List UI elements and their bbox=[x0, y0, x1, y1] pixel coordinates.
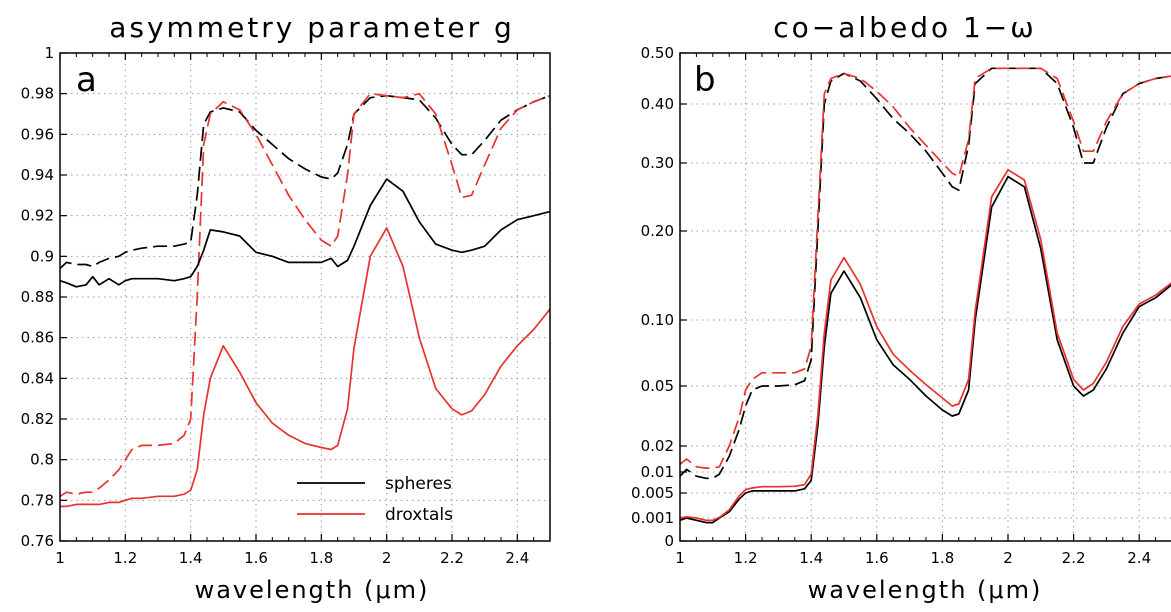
x-tick-label: 1.8 bbox=[309, 549, 333, 567]
panel-b-xlabel: wavelength (μm) bbox=[808, 576, 1043, 604]
x-tick-label: 1 bbox=[675, 549, 685, 567]
x-tick-label: 1.8 bbox=[930, 549, 954, 567]
panel-a-asymmetry: asymmetry parameter g 1 1.2 1.4 1.6 1.8 2 2.2 2… bbox=[21, 11, 550, 604]
panel-a-series bbox=[60, 94, 550, 507]
x-tick-label: 2 bbox=[1003, 549, 1013, 567]
y-tick-label: 0.78 bbox=[21, 491, 54, 509]
y-tick-label: 0.9 bbox=[30, 247, 54, 265]
x-tick-label: 2.2 bbox=[440, 549, 464, 567]
y-tick-label: 0.92 bbox=[21, 207, 54, 225]
panel-b-series bbox=[680, 68, 1171, 522]
legend-spheres-label: spheres bbox=[385, 474, 452, 494]
x-tick-label: 1.4 bbox=[179, 549, 203, 567]
series-line-droxtals-solid bbox=[60, 228, 550, 507]
legend: spheres droxtals bbox=[297, 474, 453, 525]
panel-b-grid bbox=[680, 53, 1171, 541]
panel-b-coalbedo: co−albedo 1−ω 1 1.2 1.4 1.6 1.8 2 2.2 2.4 0 0.001… bbox=[631, 11, 1171, 604]
y-tick-label: 0.8 bbox=[30, 451, 54, 469]
panel-a-title: asymmetry parameter g bbox=[109, 11, 515, 44]
x-tick-label: 1.2 bbox=[113, 549, 137, 567]
y-tick-label: 0.86 bbox=[21, 329, 54, 347]
y-tick-label: 0.02 bbox=[641, 437, 674, 455]
y-tick-label: 0.10 bbox=[641, 311, 674, 329]
legend-droxtals-label: droxtals bbox=[385, 505, 453, 525]
y-tick-label: 0.94 bbox=[21, 166, 54, 184]
x-tick-label: 1.2 bbox=[734, 549, 758, 567]
panel-a-grid bbox=[60, 53, 550, 541]
series-line-spheres-dashed bbox=[680, 68, 1171, 478]
y-tick-label: 0.98 bbox=[21, 85, 54, 103]
y-tick-label: 0.001 bbox=[631, 509, 674, 527]
panel-b-letter: b bbox=[694, 60, 716, 100]
x-tick-label: 1.6 bbox=[244, 549, 268, 567]
x-tick-label: 2.4 bbox=[505, 549, 529, 567]
panel-a-xlabel: wavelength (μm) bbox=[195, 576, 430, 604]
x-tick-label: 2 bbox=[382, 549, 392, 567]
panel-a-ticks: 1 1.2 1.4 1.6 1.8 2 2.2 2.4 0.76 0.78 0.8 0.82 0.84 0… bbox=[21, 44, 550, 567]
panel-b-title: co−albedo 1−ω bbox=[773, 11, 1036, 44]
panel-b-ticks: 1 1.2 1.4 1.6 1.8 2 2.2 2.4 0 0.001 0.005 0.01 0.02 0… bbox=[631, 44, 1156, 567]
series-line-droxtals-solid bbox=[680, 170, 1171, 521]
x-tick-label: 1 bbox=[55, 549, 65, 567]
x-tick-label: 1.6 bbox=[865, 549, 889, 567]
y-tick-label: 0.76 bbox=[21, 532, 54, 550]
y-tick-label: 0.82 bbox=[21, 410, 54, 428]
panel-b-frame bbox=[680, 53, 1171, 541]
x-tick-label: 1.4 bbox=[799, 549, 823, 567]
series-line-spheres-solid bbox=[680, 177, 1171, 523]
series-line-droxtals-dashed bbox=[680, 68, 1171, 468]
y-tick-label: 0.01 bbox=[641, 463, 674, 481]
y-tick-label: 0.96 bbox=[21, 125, 54, 143]
y-tick-label: 1 bbox=[44, 44, 54, 62]
panel-a-frame bbox=[60, 53, 550, 541]
y-tick-label: 0.05 bbox=[641, 377, 674, 395]
y-tick-label: 0.88 bbox=[21, 288, 54, 306]
y-tick-label: 0.50 bbox=[641, 44, 674, 62]
x-tick-label: 2.2 bbox=[1062, 549, 1086, 567]
y-tick-label: 0.84 bbox=[21, 369, 54, 387]
y-tick-label: 0.30 bbox=[641, 154, 674, 172]
series-line-spheres-solid bbox=[60, 179, 550, 287]
y-tick-label: 0.40 bbox=[641, 95, 674, 113]
y-tick-label: 0 bbox=[664, 532, 674, 550]
series-line-droxtals-dashed bbox=[60, 94, 550, 497]
y-tick-label: 0.005 bbox=[631, 484, 674, 502]
x-tick-label: 2.4 bbox=[1127, 549, 1151, 567]
y-tick-label: 0.20 bbox=[641, 222, 674, 240]
panel-a-letter: a bbox=[76, 60, 97, 100]
